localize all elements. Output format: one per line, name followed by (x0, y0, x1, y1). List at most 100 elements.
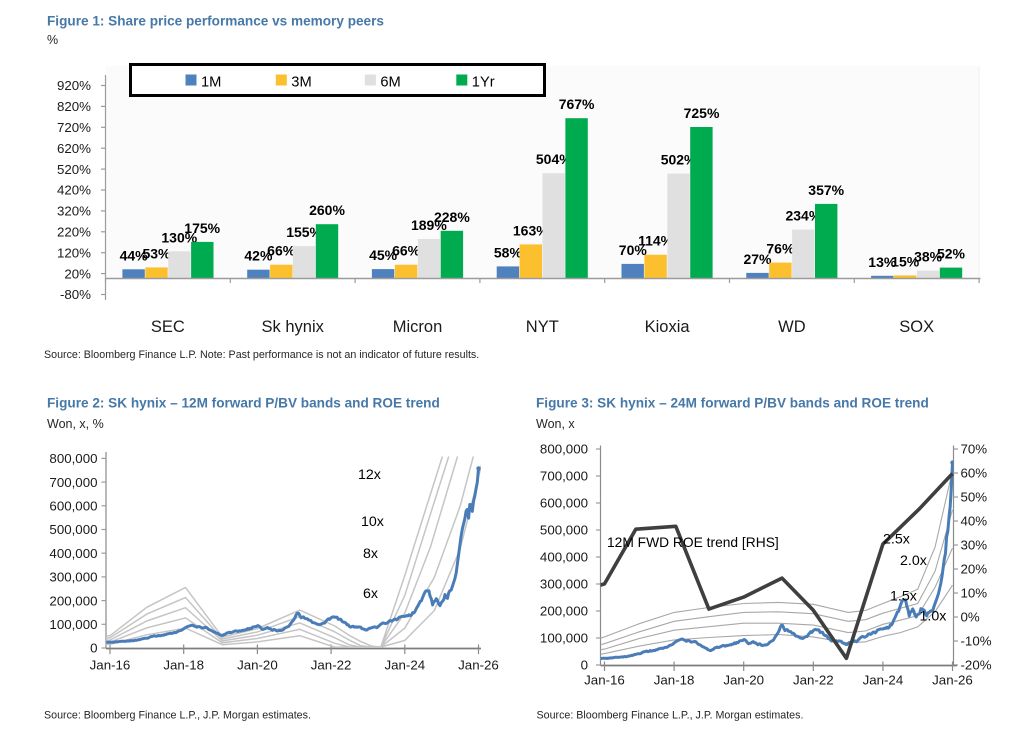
svg-text:12x: 12x (358, 467, 381, 483)
svg-text:0: 0 (90, 641, 97, 656)
svg-text:52%: 52% (937, 246, 966, 262)
svg-text:40%: 40% (961, 514, 988, 529)
svg-text:Jan-16: Jan-16 (90, 658, 131, 673)
svg-text:357%: 357% (808, 182, 844, 198)
svg-text:-80%: -80% (60, 287, 91, 302)
svg-text:Kioxia: Kioxia (645, 318, 691, 336)
svg-text:2.5x: 2.5x (883, 532, 910, 548)
svg-text:Sk hynix: Sk hynix (262, 318, 325, 336)
svg-text:53%: 53% (142, 245, 171, 261)
svg-text:66%: 66% (392, 243, 421, 259)
svg-text:0: 0 (581, 658, 588, 673)
svg-text:10%: 10% (961, 586, 988, 601)
svg-text:SOX: SOX (899, 318, 934, 336)
svg-text:Jan-26: Jan-26 (458, 658, 499, 673)
svg-text:120%: 120% (57, 245, 91, 260)
svg-text:504%: 504% (536, 151, 572, 167)
svg-text:600,000: 600,000 (49, 499, 97, 514)
svg-text:Jan-24: Jan-24 (384, 658, 425, 673)
svg-text:Jan-20: Jan-20 (237, 658, 278, 673)
svg-text:767%: 767% (559, 96, 595, 112)
svg-text:1M: 1M (201, 74, 221, 90)
svg-text:15%: 15% (891, 253, 920, 269)
svg-text:175%: 175% (184, 220, 220, 236)
svg-text:3M: 3M (291, 74, 311, 90)
svg-text:Won, x: Won, x (536, 417, 575, 431)
svg-text:NYT: NYT (526, 318, 559, 336)
svg-text:20%: 20% (961, 562, 988, 577)
svg-text:Jan-16: Jan-16 (584, 673, 625, 688)
svg-text:-10%: -10% (961, 634, 992, 649)
svg-text:8x: 8x (363, 546, 378, 562)
svg-text:58%: 58% (494, 244, 523, 260)
svg-text:234%: 234% (785, 208, 821, 224)
svg-text:100,000: 100,000 (540, 631, 588, 646)
svg-text:520%: 520% (57, 162, 91, 177)
svg-text:700,000: 700,000 (540, 469, 588, 484)
svg-text:13%: 13% (868, 254, 897, 270)
svg-text:6M: 6M (380, 74, 400, 90)
svg-text:620%: 620% (57, 141, 91, 156)
svg-text:300,000: 300,000 (49, 570, 97, 585)
svg-text:920%: 920% (57, 78, 91, 93)
svg-text:60%: 60% (961, 466, 988, 481)
svg-text:189%: 189% (411, 217, 447, 233)
svg-text:200,000: 200,000 (540, 604, 588, 619)
svg-text:Jan-24: Jan-24 (863, 673, 904, 688)
svg-text:300,000: 300,000 (540, 577, 588, 592)
svg-text:%: % (47, 33, 58, 47)
svg-text:50%: 50% (961, 490, 988, 505)
svg-text:Figure 2: SK hynix – 12M forwa: Figure 2: SK hynix – 12M forward P/BV ba… (47, 396, 440, 411)
svg-text:500,000: 500,000 (540, 523, 588, 538)
svg-text:66%: 66% (267, 243, 296, 259)
svg-text:Jan-18: Jan-18 (654, 673, 695, 688)
svg-text:Source: Bloomberg Finance L.P.: Source: Bloomberg Finance L.P., J.P. Mor… (44, 710, 311, 722)
svg-text:Source: Bloomberg Finance L.P.: Source: Bloomberg Finance L.P., J.P. Mor… (537, 710, 804, 722)
svg-text:163%: 163% (513, 222, 549, 238)
svg-text:228%: 228% (434, 209, 470, 225)
svg-text:Source: Bloomberg Finance L.P.: Source: Bloomberg Finance L.P. Note: Pas… (44, 349, 479, 361)
svg-text:400,000: 400,000 (49, 546, 97, 561)
svg-text:114%: 114% (638, 233, 674, 249)
svg-text:27%: 27% (743, 251, 772, 267)
svg-text:76%: 76% (766, 241, 795, 257)
svg-text:800,000: 800,000 (49, 451, 97, 466)
svg-text:45%: 45% (369, 247, 398, 263)
svg-text:Jan-22: Jan-22 (793, 673, 834, 688)
svg-text:725%: 725% (684, 105, 720, 121)
svg-text:Won, x, %: Won, x, % (47, 417, 104, 431)
svg-text:600,000: 600,000 (540, 496, 588, 511)
svg-text:1.5x: 1.5x (890, 589, 917, 605)
svg-text:820%: 820% (57, 99, 91, 114)
svg-text:WD: WD (778, 318, 806, 336)
svg-text:320%: 320% (57, 204, 91, 219)
svg-text:500,000: 500,000 (49, 522, 97, 537)
svg-text:200,000: 200,000 (49, 593, 97, 608)
svg-text:220%: 220% (57, 225, 91, 240)
svg-text:44%: 44% (120, 247, 149, 263)
svg-text:Jan-18: Jan-18 (163, 658, 204, 673)
svg-text:-20%: -20% (961, 658, 992, 673)
svg-text:260%: 260% (309, 202, 345, 218)
svg-text:700,000: 700,000 (49, 475, 97, 490)
svg-text:420%: 420% (57, 183, 91, 198)
svg-text:Jan-26: Jan-26 (932, 673, 973, 688)
svg-text:0%: 0% (961, 610, 980, 625)
svg-text:70%: 70% (961, 442, 988, 457)
svg-text:Jan-22: Jan-22 (311, 658, 352, 673)
svg-text:Jan-20: Jan-20 (723, 673, 764, 688)
svg-text:1Yr: 1Yr (472, 74, 495, 90)
svg-text:20%: 20% (64, 266, 91, 281)
svg-text:155%: 155% (286, 224, 322, 240)
svg-text:70%: 70% (619, 242, 648, 258)
svg-text:6x: 6x (363, 586, 378, 602)
svg-text:1.0x: 1.0x (920, 609, 947, 625)
svg-text:800,000: 800,000 (540, 442, 588, 457)
svg-text:Figure 3: SK hynix – 24M forwa: Figure 3: SK hynix – 24M forward P/BV ba… (536, 396, 929, 411)
svg-text:100,000: 100,000 (49, 617, 97, 632)
svg-text:502%: 502% (661, 152, 697, 168)
svg-text:12M FWD ROE trend [RHS]: 12M FWD ROE trend [RHS] (607, 535, 779, 550)
svg-text:38%: 38% (914, 249, 943, 265)
svg-text:720%: 720% (57, 120, 91, 135)
svg-text:400,000: 400,000 (540, 550, 588, 565)
